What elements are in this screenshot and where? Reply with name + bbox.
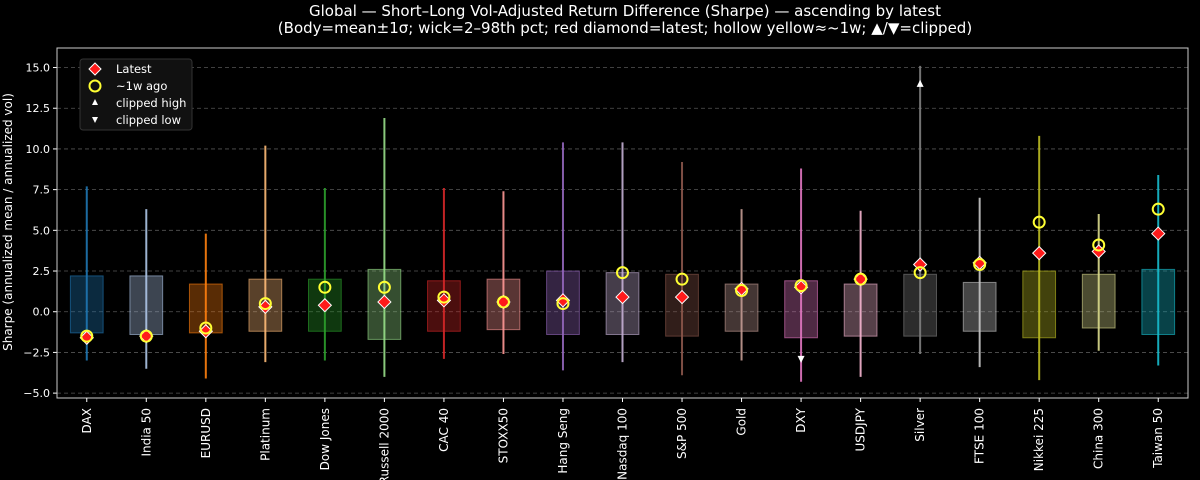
body: [1022, 270, 1057, 339]
latest-diamond: [1031, 245, 1047, 261]
body: [843, 283, 878, 337]
week-ago-circle: [258, 297, 272, 311]
y-tick-label: 10.0: [26, 143, 51, 156]
latest-diamond: [198, 324, 214, 339]
y-tick-label: 5.0: [33, 224, 51, 237]
legend: Latest ~1w ago clipped high clipped low: [79, 58, 193, 131]
y-tick-label: −5.0: [23, 387, 50, 400]
y-tick-label: 0.0: [33, 306, 51, 319]
week-ago-circle: [318, 280, 332, 294]
week-ago-circle: [496, 295, 510, 309]
legend-week-ago-label: ~1w ago: [116, 79, 167, 93]
x-tick-label: India 50: [139, 408, 153, 457]
x-tick-label: Nikkei 225: [1032, 408, 1046, 471]
clipped-high-marker: [916, 79, 924, 87]
body: [129, 275, 164, 336]
body: [903, 273, 938, 337]
x-tick-label: Silver: [913, 408, 927, 442]
x-tick-label: Nasdaq 100: [616, 408, 630, 480]
legend-latest-diamond: [88, 62, 102, 76]
x-tick-label: FTSE 100: [973, 408, 987, 464]
week-ago-circle: [1032, 215, 1046, 229]
x-tick-label: DXY: [794, 407, 808, 432]
legend-latest-label: Latest: [116, 62, 152, 76]
latest-diamond: [258, 299, 273, 315]
x-tick-label: DAX: [80, 408, 94, 433]
legend-week-ago-circle: [88, 79, 102, 93]
week-ago-circle: [437, 290, 451, 304]
legend-clipped-high-marker: [92, 99, 98, 105]
x-tick-label: USDJPY: [854, 407, 868, 451]
legend-clipped-high-label: clipped high: [116, 96, 186, 110]
week-ago-circle: [80, 329, 94, 343]
y-axis-label: Sharpe (annualized mean / annualized vol…: [1, 93, 15, 351]
body: [665, 273, 699, 337]
latest-diamond: [317, 298, 333, 313]
latest-diamond: [1151, 226, 1166, 241]
legend-clipped-low-marker: [92, 117, 98, 123]
latest-diamond: [436, 293, 452, 308]
body: [1081, 273, 1116, 329]
body: [1141, 268, 1176, 336]
x-tick-label: Hang Seng: [556, 408, 570, 474]
body: [69, 275, 104, 334]
body: [962, 281, 997, 332]
body: [427, 280, 461, 332]
x-tick-label: Taiwan 50: [1151, 408, 1165, 469]
x-tick-label: STOXX50: [496, 408, 510, 463]
x-tick-label: Dow Jones: [318, 408, 332, 470]
week-ago-circle: [139, 329, 153, 343]
latest-diamond: [615, 289, 630, 305]
latest-diamond: [377, 294, 392, 310]
plot-area: −5.0 −2.5 0.0 2.5 5.0 7.5 10.0 12.5 15.0 DAX India…: [23, 47, 1189, 480]
week-ago-circle: [854, 272, 868, 286]
y-tick-label: 15.0: [26, 62, 51, 75]
y-tick-label: −2.5: [23, 346, 50, 359]
y-tick-label: 12.5: [26, 102, 51, 115]
y-tick-label: 2.5: [33, 265, 51, 278]
legend-frame: [79, 58, 193, 131]
week-ago-circle: [377, 280, 391, 294]
week-ago-circle: [794, 279, 808, 293]
x-tick-label: Russell 2000: [377, 408, 391, 480]
latest-diamond: [555, 293, 571, 308]
x-tick-label: EURUSD: [199, 408, 213, 458]
week-ago-circle: [675, 272, 689, 286]
x-tick-label: CAC 40: [437, 408, 451, 452]
week-ago-circle: [199, 321, 213, 335]
week-ago-circle: [556, 297, 570, 311]
week-ago-circle: [1092, 238, 1106, 252]
week-ago-circle: [1151, 202, 1165, 216]
week-ago-circle: [735, 284, 749, 298]
x-tick-label: China 300: [1092, 408, 1106, 469]
week-ago-circle: [973, 258, 987, 272]
latest-diamond: [674, 289, 690, 305]
week-ago-circle: [913, 266, 927, 280]
week-ago-circle: [616, 266, 629, 280]
x-tick-label: Gold: [735, 408, 749, 436]
x-tick-label: S&P 500: [675, 408, 689, 459]
chart-title: Global — Short–Long Vol-Adjusted Return …: [309, 2, 941, 20]
legend-clipped-low-label: clipped low: [116, 113, 181, 127]
chart-subtitle: (Body=mean±1σ; wick=2–98th pct; red diam…: [278, 19, 972, 37]
y-tick-label: 7.5: [33, 184, 51, 197]
clipped-low-marker: [797, 355, 805, 363]
x-tick-label: Platinum: [258, 408, 272, 461]
